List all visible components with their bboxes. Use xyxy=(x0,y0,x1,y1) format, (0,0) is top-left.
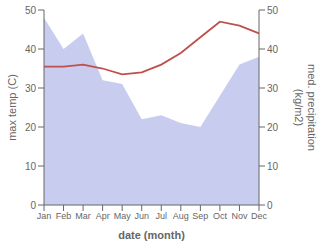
svg-text:10: 10 xyxy=(25,161,37,172)
svg-text:Sep: Sep xyxy=(192,211,208,221)
svg-text:50: 50 xyxy=(267,5,279,16)
svg-text:Jul: Jul xyxy=(156,211,168,221)
svg-text:20: 20 xyxy=(25,122,37,133)
svg-text:10: 10 xyxy=(267,161,279,172)
svg-text:Oct: Oct xyxy=(213,211,228,221)
svg-text:40: 40 xyxy=(267,44,279,55)
svg-text:Dec: Dec xyxy=(251,211,268,221)
svg-text:Apr: Apr xyxy=(96,211,110,221)
svg-text:med. precipitation(kg/m2): med. precipitation(kg/m2) xyxy=(293,64,310,151)
svg-text:0: 0 xyxy=(30,200,36,211)
svg-text:Jun: Jun xyxy=(134,211,149,221)
svg-text:Feb: Feb xyxy=(56,211,72,221)
svg-text:0: 0 xyxy=(267,200,273,211)
svg-text:50: 50 xyxy=(25,5,37,16)
svg-text:Mar: Mar xyxy=(75,211,91,221)
svg-text:date (month): date (month) xyxy=(118,229,185,241)
svg-text:20: 20 xyxy=(267,122,279,133)
svg-text:Jan: Jan xyxy=(37,211,52,221)
svg-text:40: 40 xyxy=(25,44,37,55)
svg-text:30: 30 xyxy=(25,83,37,94)
svg-text:May: May xyxy=(114,211,132,221)
svg-text:Aug: Aug xyxy=(173,211,189,221)
svg-text:30: 30 xyxy=(267,83,279,94)
svg-text:max temp (C): max temp (C) xyxy=(8,74,18,141)
svg-text:Nov: Nov xyxy=(231,211,248,221)
